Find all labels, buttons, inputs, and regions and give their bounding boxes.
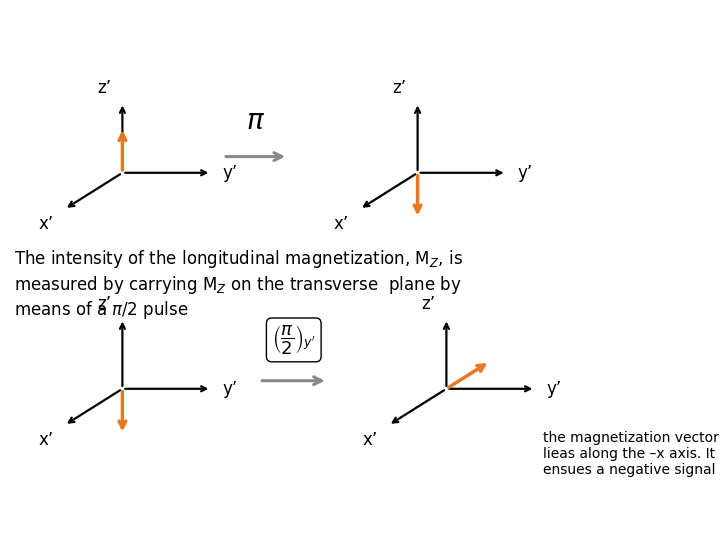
Text: y’: y’ — [222, 164, 238, 182]
Text: z’: z’ — [421, 295, 436, 313]
Text: x’: x’ — [38, 215, 53, 233]
Text: x’: x’ — [333, 215, 348, 233]
Text: z’: z’ — [97, 295, 112, 313]
Text: $\pi$: $\pi$ — [246, 107, 265, 135]
Text: $\left(\dfrac{\pi}{2}\right)_{y^{\prime}}$: $\left(\dfrac{\pi}{2}\right)_{y^{\prime}… — [272, 323, 315, 356]
Text: the magnetization vector
lieas along the –x axis. It
ensues a negative signal: the magnetization vector lieas along the… — [543, 431, 719, 477]
Text: z’: z’ — [97, 79, 112, 97]
Text: The intensity of the longitudinal magnetization, M$_Z$, is
measured by carrying : The intensity of the longitudinal magnet… — [14, 248, 464, 321]
Text: z’: z’ — [392, 79, 407, 97]
Text: y’: y’ — [518, 164, 533, 182]
Text: x’: x’ — [362, 431, 377, 449]
Text: y’: y’ — [546, 380, 562, 398]
Text: x’: x’ — [38, 431, 53, 449]
Text: y’: y’ — [222, 380, 238, 398]
